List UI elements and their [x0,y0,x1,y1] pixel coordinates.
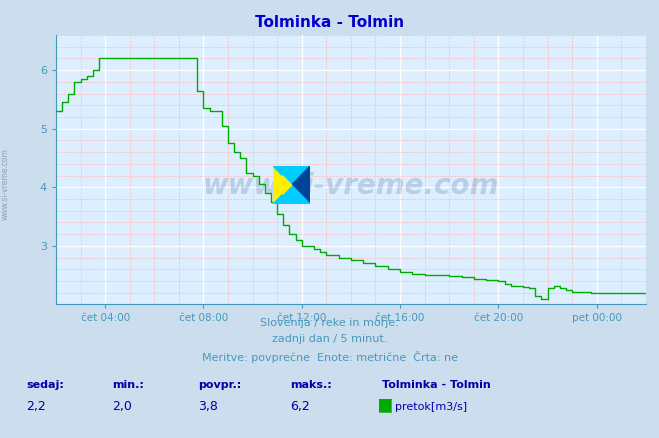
Polygon shape [283,176,291,194]
Text: Slovenija / reke in morje.: Slovenija / reke in morje. [260,318,399,328]
Text: sedaj:: sedaj: [26,380,64,390]
Text: 3,8: 3,8 [198,399,217,413]
Text: Meritve: povprečne  Enote: metrične  Črta: ne: Meritve: povprečne Enote: metrične Črta:… [202,351,457,363]
Text: zadnji dan / 5 minut.: zadnji dan / 5 minut. [272,334,387,344]
Polygon shape [273,166,310,185]
Text: www.si-vreme.com: www.si-vreme.com [203,172,499,200]
Polygon shape [273,166,291,204]
Text: pretok[m3/s]: pretok[m3/s] [395,402,467,412]
Text: Tolminka - Tolmin: Tolminka - Tolmin [255,15,404,30]
Polygon shape [273,185,310,204]
Text: Tolminka - Tolmin: Tolminka - Tolmin [382,380,491,390]
Polygon shape [291,166,310,204]
Text: maks.:: maks.: [290,380,331,390]
Text: povpr.:: povpr.: [198,380,241,390]
Text: 2,2: 2,2 [26,399,46,413]
Text: www.si-vreme.com: www.si-vreme.com [1,148,10,220]
Text: 2,0: 2,0 [112,399,132,413]
Text: 6,2: 6,2 [290,399,310,413]
Text: min.:: min.: [112,380,144,390]
